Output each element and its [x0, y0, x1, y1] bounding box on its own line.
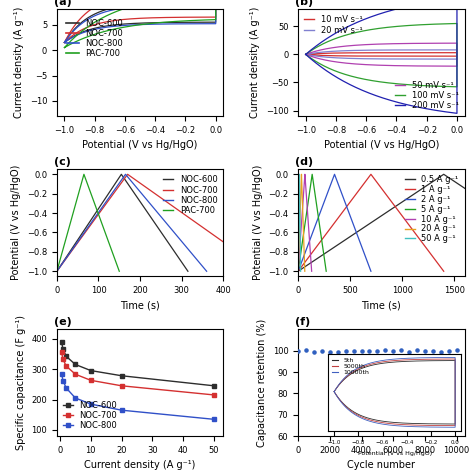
Text: (f): (f) [295, 317, 310, 328]
Point [374, 347, 381, 355]
X-axis label: Time (s): Time (s) [362, 301, 401, 310]
Point [413, 346, 421, 354]
Legend: NOC-600, NOC-700, NOC-800: NOC-600, NOC-700, NOC-800 [61, 399, 119, 432]
Text: (b): (b) [295, 0, 313, 8]
Point [453, 346, 460, 354]
Legend: NOC-600, NOC-700, NOC-800, PAC-700: NOC-600, NOC-700, NOC-800, PAC-700 [64, 17, 125, 60]
Text: (a): (a) [54, 0, 71, 8]
Y-axis label: Potential (V vs Hg/HgO): Potential (V vs Hg/HgO) [11, 165, 21, 281]
Legend: NOC-600, NOC-700, NOC-800, PAC-700: NOC-600, NOC-700, NOC-800, PAC-700 [161, 173, 219, 217]
X-axis label: Potential (V vs Hg/HgO): Potential (V vs Hg/HgO) [82, 140, 198, 150]
Point [318, 347, 326, 355]
X-axis label: Cycle number: Cycle number [347, 460, 415, 470]
Point [429, 347, 437, 355]
Point [294, 347, 302, 355]
Point [405, 348, 413, 356]
Text: (d): (d) [295, 157, 313, 167]
Point [437, 348, 445, 356]
Point [302, 346, 310, 354]
Y-axis label: Current density (A g⁻¹): Current density (A g⁻¹) [250, 7, 260, 118]
Point [445, 347, 453, 355]
Y-axis label: Potential (V vs Hg/HgO): Potential (V vs Hg/HgO) [253, 165, 263, 281]
Point [342, 347, 349, 355]
Legend: 50 mV s⁻¹, 100 mV s⁻¹, 200 mV s⁻¹: 50 mV s⁻¹, 100 mV s⁻¹, 200 mV s⁻¹ [393, 79, 460, 112]
X-axis label: Time (s): Time (s) [120, 301, 160, 310]
X-axis label: Potential (V vs Hg/HgO): Potential (V vs Hg/HgO) [324, 140, 439, 150]
X-axis label: Current density (A g⁻¹): Current density (A g⁻¹) [84, 460, 196, 470]
Point [358, 347, 365, 355]
Y-axis label: Current density (A g⁻¹): Current density (A g⁻¹) [14, 7, 24, 118]
Point [310, 348, 318, 356]
Y-axis label: Capacitance retention (%): Capacitance retention (%) [257, 319, 267, 447]
Point [334, 348, 342, 356]
Point [382, 346, 389, 354]
Point [326, 348, 334, 356]
Text: (e): (e) [54, 317, 71, 328]
Point [390, 347, 397, 355]
Y-axis label: Specific capacitance (F g⁻¹): Specific capacitance (F g⁻¹) [16, 315, 26, 450]
Text: (c): (c) [54, 157, 71, 167]
Point [397, 346, 405, 354]
Point [365, 347, 373, 355]
Point [350, 347, 357, 355]
Point [421, 347, 428, 355]
Legend: 0.5 A g⁻¹, 1 A g⁻¹, 2 A g⁻¹, 5 A g⁻¹, 10 A g⁻¹, 20 A g⁻¹, 50 A g⁻¹: 0.5 A g⁻¹, 1 A g⁻¹, 2 A g⁻¹, 5 A g⁻¹, 10… [403, 173, 460, 245]
